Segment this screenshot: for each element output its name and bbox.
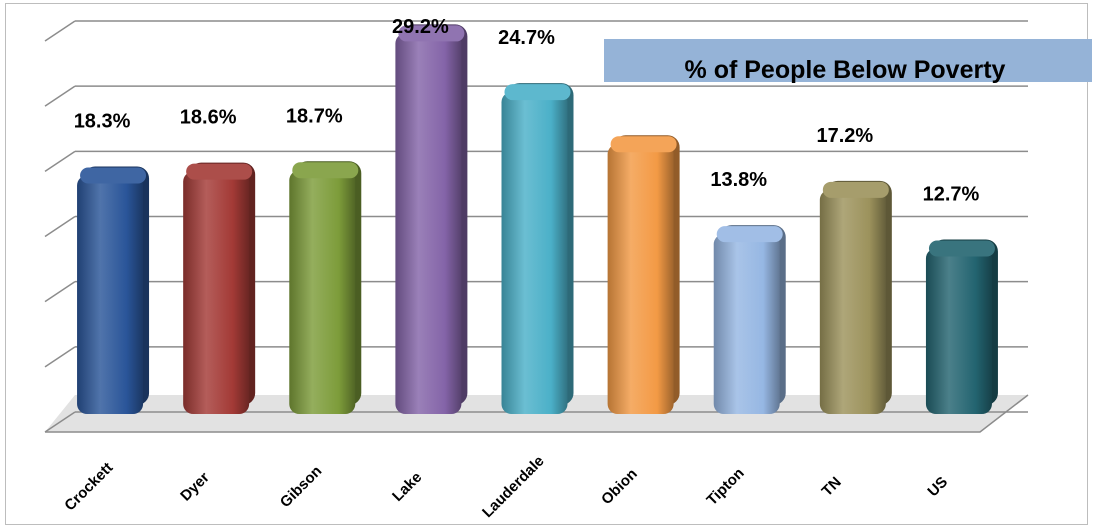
- data-label: 18.3%: [74, 110, 131, 132]
- gridline-side: [44, 411, 76, 433]
- category-label: Dyer: [177, 469, 213, 505]
- data-label: 13.8%: [710, 169, 767, 191]
- bar-top: [610, 136, 677, 153]
- category-label: Tipton: [703, 465, 747, 509]
- bar-crockett: [77, 175, 144, 414]
- data-label: 12.7%: [923, 183, 980, 205]
- gridline-side: [44, 281, 76, 303]
- category-label: Obion: [598, 465, 641, 508]
- data-label: 29.2%: [392, 16, 449, 38]
- data-label: 17.2%: [816, 125, 873, 147]
- bar-top: [292, 162, 359, 179]
- bar-gibson: [289, 170, 356, 414]
- chart-title-box: [604, 39, 1092, 82]
- bar-top: [80, 167, 147, 184]
- category-label: Gibson: [277, 463, 326, 512]
- data-label: 18.7%: [286, 105, 343, 127]
- chart-title-group: % of People Below Poverty: [604, 39, 1092, 84]
- bar-dyer: [183, 171, 250, 414]
- bar-lake: [395, 33, 462, 414]
- chart-title: % of People Below Poverty: [685, 56, 1006, 84]
- gridline-side: [44, 85, 76, 107]
- bar-obion: [607, 144, 674, 414]
- bar-top: [186, 163, 253, 180]
- data-labels: 18.3% 18.6% 18.7% 29.2% 24.7% 13.8% 17.2% 12.7%: [74, 16, 980, 205]
- data-label: 18.6%: [180, 107, 237, 129]
- gridline-side: [44, 150, 76, 172]
- category-label: Crockett: [61, 459, 116, 514]
- category-label: Lauderdale: [479, 453, 548, 522]
- bar-tn: [819, 189, 886, 414]
- data-label: 24.7%: [498, 27, 555, 49]
- bar-top: [504, 84, 571, 101]
- bar-lauderdale: [501, 92, 568, 415]
- category-label: TN: [819, 474, 845, 500]
- category-label: Lake: [389, 469, 425, 505]
- bar-tipton: [713, 234, 780, 414]
- gridline-side: [44, 215, 76, 238]
- bar-top: [716, 226, 783, 243]
- category-label: US: [924, 473, 951, 500]
- x-axis-line: [45, 394, 1029, 433]
- bars: [77, 24, 998, 415]
- gridline-side: [44, 346, 76, 368]
- gridline-side: [44, 20, 76, 42]
- bar-top: [928, 240, 995, 257]
- bar-top: [398, 25, 465, 42]
- bar-top: [822, 181, 889, 198]
- bar-us: [925, 248, 992, 414]
